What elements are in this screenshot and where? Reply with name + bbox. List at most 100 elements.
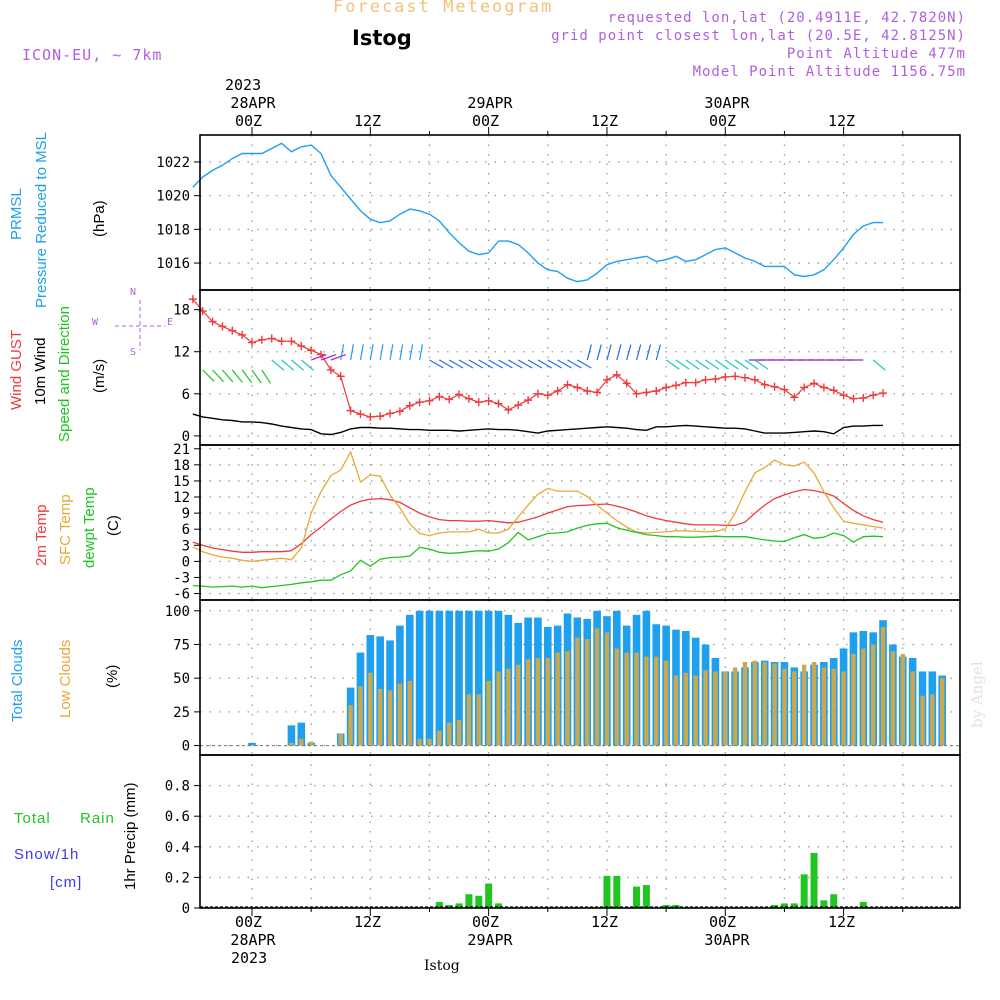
total-cloud-bar xyxy=(435,610,444,746)
wind-gust-label: Wind GUST xyxy=(8,329,25,410)
wind-direction-arrow xyxy=(517,359,533,369)
wind-direction-arrow xyxy=(675,359,690,370)
low-cloud-bar xyxy=(525,659,531,746)
clouds-unit: (%) xyxy=(104,664,121,688)
sfc-temp-line xyxy=(192,450,884,563)
y-tick-label: 75 xyxy=(173,637,190,653)
wind-direction-arrow xyxy=(330,353,347,361)
y-tick-label: 18 xyxy=(173,458,190,474)
gust-marker xyxy=(622,379,631,388)
y-tick-label: 0 xyxy=(182,429,190,445)
gust-marker xyxy=(277,337,286,346)
low-cloud-bar xyxy=(466,694,472,746)
y-tick-label: 0.4 xyxy=(165,840,190,856)
wind-direction-arrow xyxy=(281,359,295,371)
top-hour-3: 12Z xyxy=(591,112,619,130)
total-cloud-bar xyxy=(465,610,473,746)
wind-direction-arrow xyxy=(577,359,592,369)
gust-marker xyxy=(326,365,335,374)
low-cloud-bar xyxy=(851,653,856,746)
gust-marker xyxy=(415,398,424,407)
y-tick-label: 1020 xyxy=(156,189,190,205)
wind-direction-arrow xyxy=(202,369,215,382)
rain-bar xyxy=(810,852,818,908)
snow-label: Snow/1h xyxy=(14,846,80,863)
gust-marker xyxy=(819,383,828,392)
dewpt-line xyxy=(192,522,884,589)
wind-direction-arrow xyxy=(399,344,404,361)
rain-bar xyxy=(465,894,473,908)
gust-marker xyxy=(721,372,730,381)
top-date-30apr: 30APR xyxy=(704,94,750,112)
gust-marker xyxy=(750,375,759,384)
compass-rose-icon xyxy=(115,300,165,350)
wind-direction-arrow xyxy=(705,359,720,370)
top-year: 2023 xyxy=(225,76,262,94)
gust-marker xyxy=(336,372,345,381)
y-tick-label: 50 xyxy=(173,671,190,687)
gust-marker xyxy=(208,317,217,326)
low-cloud-bar xyxy=(762,662,767,746)
low-cloud-bar xyxy=(377,688,383,746)
wind-direction-arrow xyxy=(231,369,243,383)
y-tick-label: 0 xyxy=(182,901,190,917)
gust-marker xyxy=(533,389,542,398)
low-cloud-bar xyxy=(841,671,846,746)
low-cloud-bar xyxy=(387,690,393,746)
meteogram-title: Forecast Meteogram xyxy=(333,0,554,17)
gust-marker xyxy=(356,410,365,419)
low-cloud-bar xyxy=(811,662,817,746)
y-tick-label: 1018 xyxy=(156,222,190,238)
gust-marker xyxy=(671,381,680,390)
rain-bar xyxy=(455,903,463,908)
top-date-28apr: 28APR xyxy=(230,94,276,112)
point-altitude: Point Altitude 477m xyxy=(786,46,966,62)
wind-direction-arrow xyxy=(724,359,739,370)
y-tick-label: 15 xyxy=(173,474,190,490)
low-cloud-bar xyxy=(604,632,610,746)
wind-direction-arrow xyxy=(221,369,234,383)
total-clouds-label: Total Clouds xyxy=(9,639,26,722)
low-cloud-bar xyxy=(880,626,886,746)
rain-bar xyxy=(820,900,828,908)
low-cloud-bar xyxy=(338,733,343,746)
gust-marker xyxy=(287,337,296,346)
y-tick-label: 6 xyxy=(182,387,190,403)
gust-marker xyxy=(800,383,809,392)
wind-direction-arrow xyxy=(596,344,602,361)
low-cloud-bar xyxy=(801,664,807,746)
wind-direction-arrow xyxy=(695,359,710,370)
bottom-date-30apr: 30APR xyxy=(704,931,750,949)
low-cloud-bar xyxy=(565,651,570,746)
y-tick-label: 12 xyxy=(173,490,190,506)
gust-marker xyxy=(711,375,720,384)
pressure-label-prmsl: PRMSL xyxy=(8,188,25,240)
y-tick-label: 0 xyxy=(182,554,190,570)
temp-unit: (C) xyxy=(105,515,122,536)
low-cloud-bar xyxy=(575,637,580,746)
gust-marker xyxy=(257,335,266,344)
gust-marker xyxy=(455,390,464,399)
low-cloud-bar xyxy=(437,730,442,746)
rain-bar xyxy=(859,901,867,908)
wind-direction-arrow xyxy=(537,359,553,369)
requested-location: requested lon,lat (20.4911E, 42.7820N) xyxy=(607,10,966,26)
low-cloud-bar xyxy=(289,742,294,746)
gust-marker xyxy=(612,370,621,379)
low-cloud-bar xyxy=(535,657,541,746)
rain-bar xyxy=(790,903,798,908)
wind-direction-arrow xyxy=(508,359,523,369)
gust-marker xyxy=(760,380,769,389)
wind-direction-arrow xyxy=(547,359,562,369)
rain-bar xyxy=(613,875,621,908)
rain-bar xyxy=(445,904,453,908)
gust-marker xyxy=(395,407,404,416)
gust-marker xyxy=(425,396,434,405)
low-cloud-bar xyxy=(821,667,827,746)
total-cloud-bar xyxy=(297,722,306,746)
y-tick-label: 100 xyxy=(165,604,190,620)
y-tick-label: 0.2 xyxy=(165,870,190,886)
low-cloud-bar xyxy=(516,664,521,746)
low-cloud-bar xyxy=(594,628,600,746)
gust-marker xyxy=(386,409,395,418)
